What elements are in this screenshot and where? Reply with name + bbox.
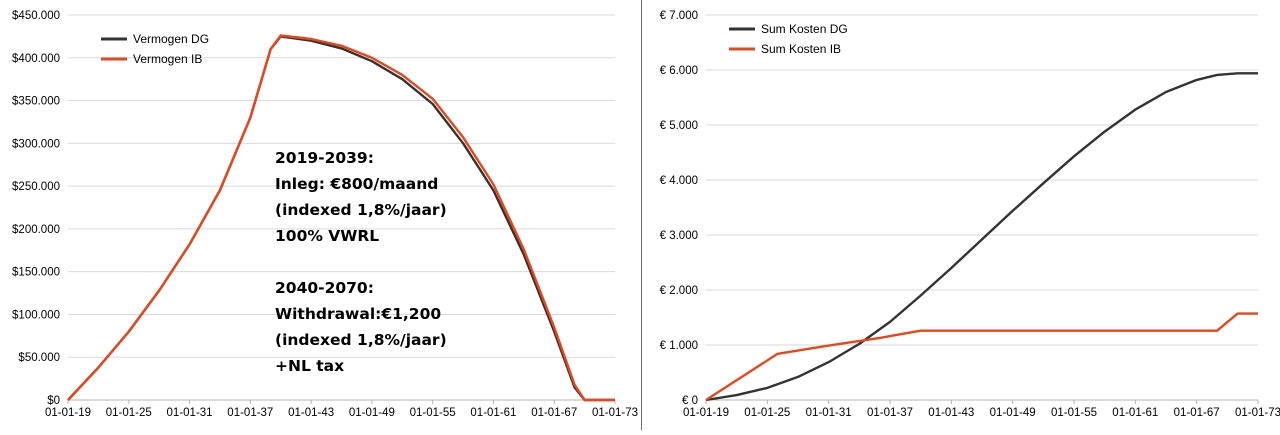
x-tick-label: 01-01-31 bbox=[806, 407, 852, 419]
series-line-sum-kosten-dg bbox=[705, 72, 1258, 402]
x-tick-label: 01-01-37 bbox=[227, 407, 273, 419]
annotation-line: 2019-2039: bbox=[275, 149, 374, 167]
x-tick-label: 01-01-37 bbox=[867, 407, 913, 419]
y-tick-label: $0 bbox=[47, 395, 60, 407]
y-tick-label: € 0 bbox=[682, 395, 698, 407]
y-tick-label: $350.000 bbox=[12, 96, 60, 108]
legend-entry: Vermogen DG bbox=[133, 32, 209, 46]
legend-entry: Vermogen IB bbox=[133, 52, 202, 66]
y-tick-label: $400.000 bbox=[12, 53, 60, 65]
annotation-line: (indexed 1,8%/jaar) bbox=[275, 331, 447, 349]
x-tick-label: 01-01-61 bbox=[1112, 407, 1158, 419]
x-tick-label: 01-01-55 bbox=[410, 407, 456, 419]
x-tick-label: 01-01-73 bbox=[1235, 407, 1280, 419]
y-tick-label: $150.000 bbox=[12, 267, 60, 279]
annotation-line: (indexed 1,8%/jaar) bbox=[275, 201, 447, 219]
x-tick-label: 01-01-25 bbox=[744, 407, 790, 419]
x-tick-label: 01-01-55 bbox=[1051, 407, 1097, 419]
x-tick-label: 01-01-67 bbox=[531, 407, 577, 419]
y-tick-label: $200.000 bbox=[12, 224, 60, 236]
x-tick-label: 01-01-73 bbox=[592, 407, 638, 419]
x-tick-label: 01-01-31 bbox=[167, 407, 213, 419]
x-tick-label: 01-01-25 bbox=[106, 407, 152, 419]
annotation-line: 100% VWRL bbox=[275, 227, 379, 245]
y-tick-label: $450.000 bbox=[12, 10, 60, 22]
y-tick-label: $100.000 bbox=[12, 309, 60, 321]
x-tick-label: 01-01-61 bbox=[470, 407, 516, 419]
series-line-sum-kosten-ib bbox=[705, 312, 1258, 402]
x-tick-label: 01-01-49 bbox=[349, 407, 395, 419]
x-tick-label: 01-01-43 bbox=[928, 407, 974, 419]
chart-sum-kosten: € 0 € 1.000 € 2.000 € 3.000 € 4.000 € 5.000 € … bbox=[660, 10, 1280, 419]
y-tick-label: € 1.000 bbox=[660, 340, 698, 352]
y-tick-label: € 3.000 bbox=[660, 230, 698, 242]
x-tick-label: 01-01-49 bbox=[990, 407, 1036, 419]
chart-vermogen: $0 $50.000 $100.000 $150.000 $200.000 $250.00… bbox=[12, 10, 638, 419]
x-tick-label: 01-01-43 bbox=[288, 407, 334, 419]
legend-entry: Sum Kosten DG bbox=[761, 22, 848, 36]
annotation-line: 2040-2070: bbox=[275, 279, 374, 297]
y-tick-label: $50.000 bbox=[18, 352, 60, 364]
x-tick-label: 01-01-19 bbox=[45, 407, 91, 419]
y-tick-label: € 6.000 bbox=[660, 65, 698, 77]
annotation-line: +NL tax bbox=[275, 357, 344, 375]
y-tick-label: € 2.000 bbox=[660, 285, 698, 297]
legend-entry: Sum Kosten IB bbox=[761, 42, 841, 56]
y-tick-label: € 5.000 bbox=[660, 120, 698, 132]
x-tick-label: 01-01-67 bbox=[1174, 407, 1220, 419]
y-tick-label: $300.000 bbox=[12, 138, 60, 150]
annotation-line: Withdrawal:€1,200 bbox=[275, 305, 441, 323]
x-tick-label: 01-01-19 bbox=[683, 407, 729, 419]
annotation-line: Inleg: €800/maand bbox=[275, 175, 438, 193]
series-line-vermogen-ib bbox=[67, 34, 615, 402]
y-tick-label: € 7.000 bbox=[660, 10, 698, 22]
y-tick-label: $250.000 bbox=[12, 181, 60, 193]
y-tick-label: € 4.000 bbox=[660, 175, 698, 187]
